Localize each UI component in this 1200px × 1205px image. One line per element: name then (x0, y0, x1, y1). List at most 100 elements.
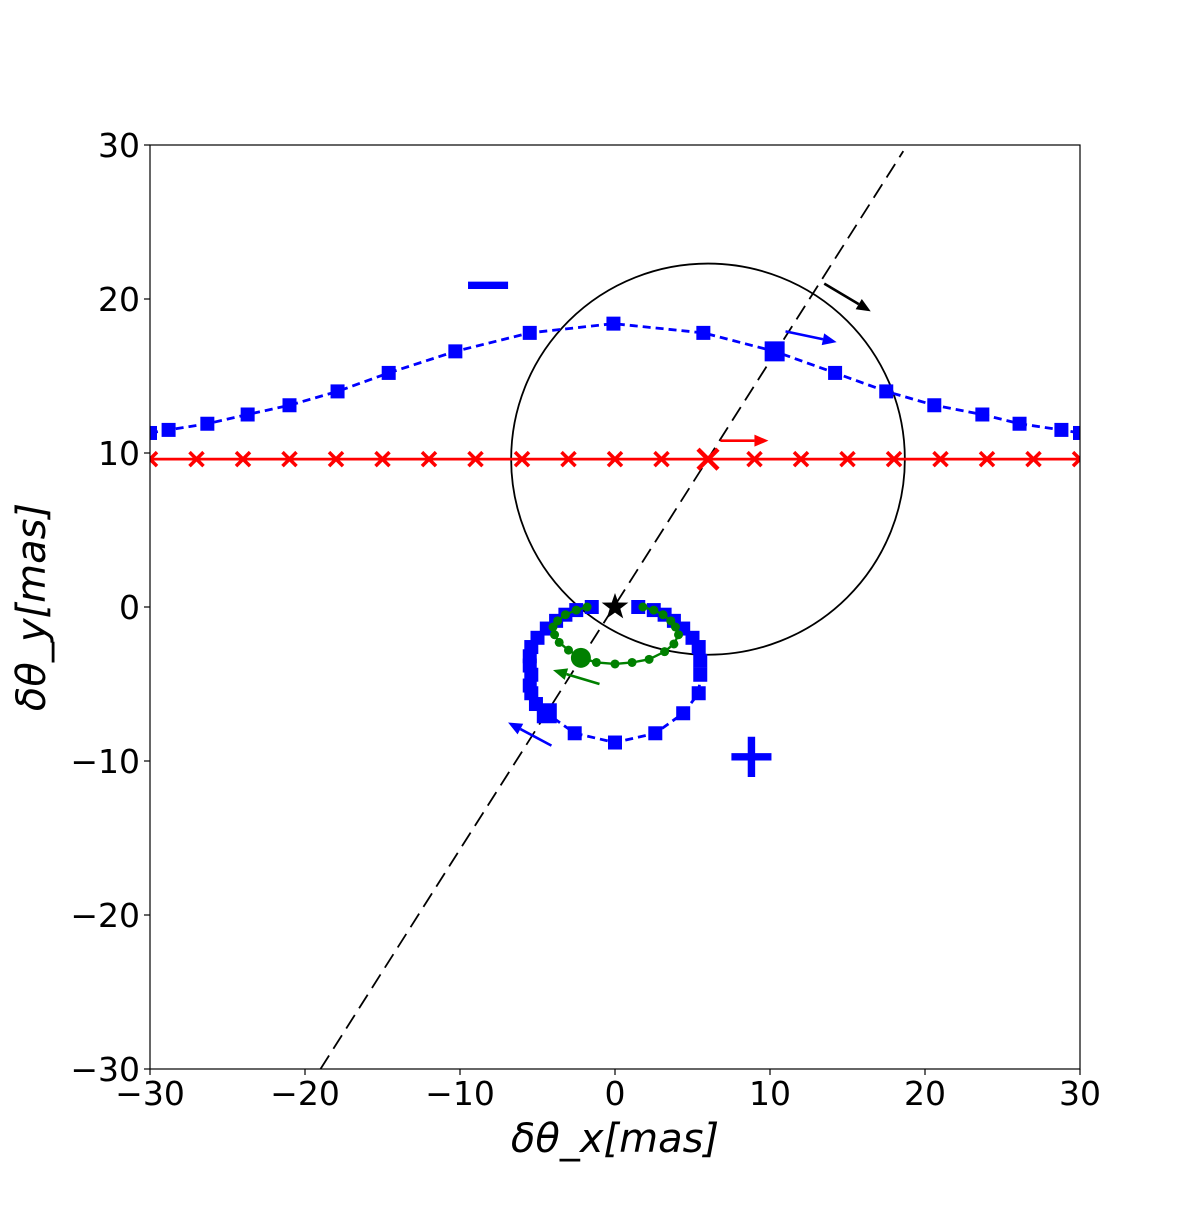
series-2-point (1025, 450, 1042, 468)
source-star (601, 593, 629, 619)
plot-data-layer (150, 150, 1080, 1069)
series-2-point (746, 450, 763, 468)
series-3-point (548, 622, 558, 632)
motion-arrow-2-head (754, 434, 769, 447)
series-1-point (676, 706, 691, 721)
series-2-point (653, 450, 670, 468)
x-tick-label: 10 (749, 1074, 791, 1113)
series-1-point (567, 726, 582, 741)
series-3-point (660, 647, 670, 657)
series-1-current-point (536, 703, 557, 724)
x-tick-label: −20 (270, 1074, 340, 1113)
motion-arrow-3-head (553, 668, 569, 680)
series-3-point (644, 654, 654, 664)
series-3-point (591, 657, 601, 667)
motion-arrow-0-head (855, 298, 871, 312)
motion-arrow-1-shaft (785, 330, 824, 341)
series-3-point (564, 645, 573, 655)
series-3-point (610, 659, 620, 669)
series-3-point (669, 639, 679, 649)
series-1-point (691, 686, 706, 701)
y-tick-label: −20 (70, 896, 140, 935)
motion-arrow-4-shaft (519, 727, 553, 747)
series-0-point (696, 325, 711, 340)
series-0-point (828, 365, 843, 380)
series-2-point (885, 450, 903, 468)
x-tick-label: 0 (605, 1074, 626, 1113)
y-axis-label: δθ_y[mas] (9, 503, 55, 711)
sign-annotation-1: + (725, 719, 779, 793)
sign-annotation-0: − (461, 248, 515, 322)
series-1-point (608, 735, 622, 750)
series-3-point (658, 610, 668, 620)
series-3-point (571, 605, 581, 615)
series-0-point (1073, 425, 1080, 440)
series-1-point (524, 667, 539, 682)
series-3-point (627, 657, 637, 667)
x-tick-label: 20 (904, 1074, 946, 1113)
series-2-point (234, 450, 252, 468)
series-2-point (978, 450, 996, 468)
series-2-point (188, 450, 205, 468)
x-tick-label: 30 (1059, 1074, 1101, 1113)
series-0-point (448, 344, 463, 359)
series-3-current-point (570, 647, 591, 668)
series-2-point (1071, 450, 1080, 468)
series-0-point (879, 384, 894, 399)
series-2-current-point (696, 447, 720, 471)
motion-arrow-0-shaft (823, 282, 860, 306)
series-3-point (674, 630, 684, 640)
series-0-point (1012, 416, 1027, 431)
series-2-point (792, 450, 810, 468)
series-2-point (513, 450, 531, 468)
series-2-point (281, 450, 298, 468)
series-0-point (1054, 422, 1069, 437)
series-1-point (693, 653, 708, 668)
series-0-point (161, 422, 176, 437)
y-tick-label: −10 (70, 742, 140, 781)
series-3-point (638, 602, 648, 612)
series-2-point (560, 450, 577, 468)
motion-arrow-1-head (821, 333, 837, 346)
plot-overlay-layer: −+ (461, 248, 871, 793)
series-0-point (200, 416, 215, 431)
series-0-point (240, 407, 255, 422)
series-0-point (150, 425, 157, 440)
motion-arrow-3-shaft (566, 672, 600, 686)
series-2-point (420, 450, 438, 468)
series-3-point (670, 622, 680, 632)
series-2-point (327, 450, 345, 468)
y-tick-label: −30 (70, 1050, 140, 1089)
series-0-point (606, 316, 621, 331)
series-0-point (927, 398, 942, 413)
series-0-point (330, 384, 345, 399)
series-0-point (282, 398, 297, 413)
y-tick-label: 20 (98, 280, 140, 319)
y-tick-label: 0 (119, 588, 140, 627)
motion-arrow-4-head (508, 722, 524, 735)
series-1-point (524, 686, 539, 701)
y-tick-label: 10 (98, 434, 140, 473)
series-1-point (693, 667, 708, 682)
series-3-point (554, 637, 564, 647)
series-3-point (560, 610, 570, 620)
series-3-point (649, 605, 659, 615)
series-2-point (606, 450, 624, 468)
series-0-point (522, 325, 537, 340)
x-tick-label: −10 (425, 1074, 495, 1113)
y-tick-label: 30 (98, 126, 140, 165)
series-3-point (582, 602, 592, 612)
tick-layer: −30 −20 −10 0 10 20 30 −30 −20 −10 0 10 20 30 (70, 126, 1101, 1113)
series-3-point (550, 630, 560, 640)
x-tick-label: −30 (115, 1074, 185, 1113)
series-3-point (666, 616, 676, 626)
series-2-point (374, 450, 391, 468)
series-2-point (932, 450, 949, 468)
x-axis-label: δθ_x[mas] (511, 1116, 719, 1162)
series-2-point (467, 450, 484, 468)
series-0-current-point (764, 341, 785, 362)
series-1-point (648, 726, 663, 741)
series-0-point (381, 365, 396, 380)
